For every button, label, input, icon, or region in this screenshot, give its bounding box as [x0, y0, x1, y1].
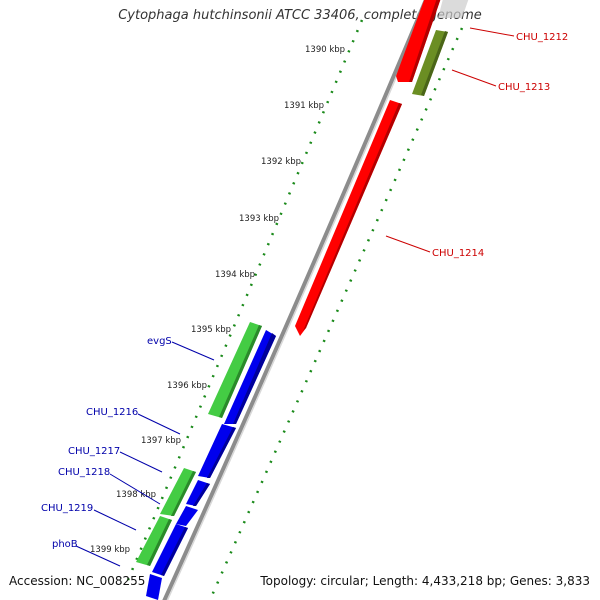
tick-label: 1396 kbp [167, 381, 207, 391]
gene-chu-1219-shade [147, 519, 172, 566]
gene-chu-1218-green-shade [171, 471, 196, 516]
gene-chu-1212[interactable] [396, 0, 442, 82]
gene-label[interactable]: CHU_1213 [498, 82, 550, 93]
gene-chu-1218-green[interactable] [160, 468, 196, 516]
gene-label[interactable]: CHU_1217 [68, 446, 120, 457]
label-line-chu-1219 [93, 509, 137, 531]
label-line-chu-1212 [469, 27, 515, 37]
gene-partial-bottom [146, 574, 162, 600]
gene-chu-1214[interactable] [295, 100, 402, 336]
gene-label[interactable]: CHU_1216 [86, 407, 138, 418]
genome-backbone [162, 0, 428, 600]
map-title: Cytophaga hutchinsonii ATCC 33406, compl… [118, 8, 482, 23]
gene-label[interactable]: CHU_1219 [41, 503, 93, 514]
gene-chu-1213[interactable] [412, 30, 448, 96]
label-line-chu-1214 [385, 235, 431, 253]
gene-label[interactable]: CHU_1218 [58, 467, 110, 478]
tick-labels: 1390 kbp 1391 kbp 1392 kbp 1393 kbp 1394… [90, 45, 345, 555]
gene-chu-1217[interactable] [198, 424, 236, 478]
tick-label: 1395 kbp [191, 325, 231, 335]
label-line-chu-1213 [451, 69, 497, 87]
gene-label[interactable]: phoB [52, 539, 78, 550]
tick-label: 1399 kbp [90, 545, 130, 555]
gene-chu-1212-shade [409, 0, 441, 82]
gene-label[interactable]: evgS [147, 336, 172, 347]
gene-chu-1219[interactable] [136, 516, 172, 566]
label-line-chu-1218 [109, 473, 161, 505]
tick-dotted-line-left [126, 19, 364, 581]
label-line-chu-1216 [137, 413, 181, 435]
genome-summary-text: Topology: circular; Length: 4,433,218 bp… [260, 574, 590, 588]
gene-chu-1216-shade [233, 333, 276, 424]
gene-chu-1213-shade [421, 31, 448, 96]
label-line-evgs [171, 341, 215, 361]
tick-label: 1393 kbp [239, 214, 279, 224]
tick-label: 1391 kbp [284, 101, 324, 111]
accession-text: Accession: NC_008255 [9, 574, 146, 588]
gene-chu-1219-blue[interactable] [176, 506, 198, 526]
tick-label: 1392 kbp [261, 157, 301, 167]
gene-chu-1212-fade [438, 0, 469, 18]
tick-label: 1398 kbp [116, 490, 156, 500]
tick-label: 1394 kbp [215, 270, 255, 280]
tick-label: 1390 kbp [305, 45, 345, 55]
gene-phob[interactable] [152, 524, 188, 576]
gene-chu-1216[interactable] [224, 330, 276, 424]
gene-label[interactable]: CHU_1212 [516, 32, 568, 43]
label-line-chu-1217 [119, 451, 163, 473]
gene-chu-1218-shade [193, 483, 210, 506]
tick-dotted-line-right [208, 27, 464, 600]
gene-evgs[interactable] [208, 322, 262, 418]
gene-chu-1214-shade [303, 103, 402, 331]
gene-chu-1218[interactable] [186, 480, 210, 506]
gene-phob-shade [161, 527, 188, 576]
label-line-phob [75, 545, 121, 567]
gene-evgs-shade [219, 325, 262, 418]
genome-backbone-highlight [166, 0, 430, 600]
gene-label[interactable]: CHU_1214 [432, 248, 484, 259]
tick-label: 1397 kbp [141, 436, 181, 446]
gene-chu-1217-shade [207, 427, 236, 478]
